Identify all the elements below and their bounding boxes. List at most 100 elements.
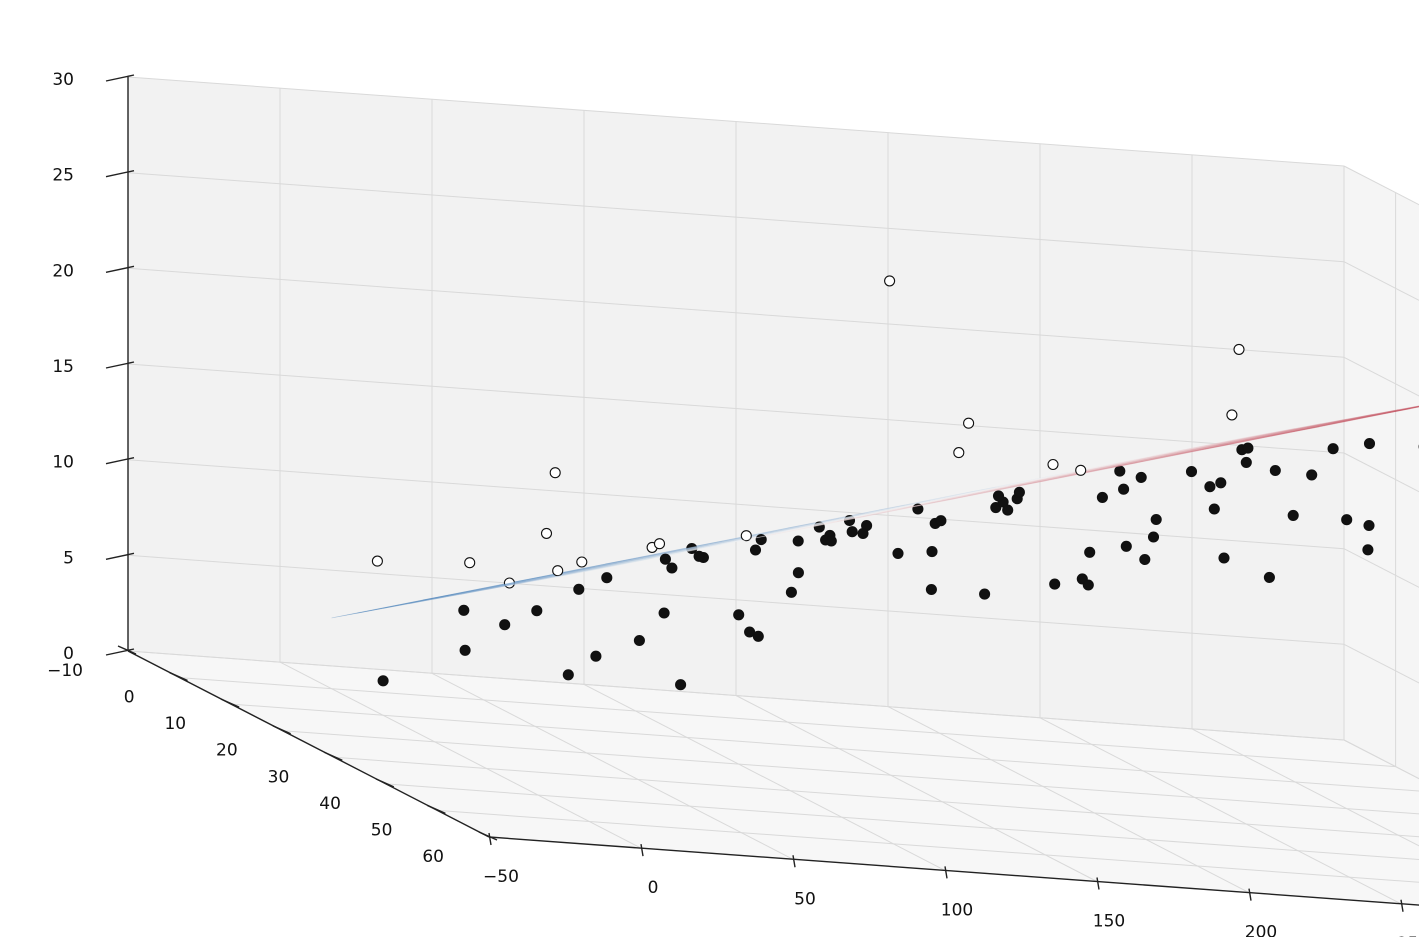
grid-line-y-floor bbox=[437, 809, 1419, 883]
data-point bbox=[1287, 509, 1299, 521]
data-point bbox=[371, 555, 383, 567]
data-point bbox=[963, 417, 975, 429]
x-tick-label: 200 bbox=[1245, 923, 1277, 937]
data-point bbox=[785, 586, 797, 598]
x-tick-label: 150 bbox=[1093, 912, 1125, 932]
data-point bbox=[633, 634, 645, 647]
data-point bbox=[1135, 471, 1147, 483]
grid-line-y-floor bbox=[231, 703, 1419, 792]
grid-line-z-side bbox=[1343, 739, 1419, 780]
grid-line-y-floor bbox=[385, 783, 1419, 861]
plane-patch bbox=[563, 552, 681, 576]
data-point bbox=[752, 630, 764, 642]
data-point bbox=[935, 515, 947, 527]
data-point bbox=[1269, 464, 1281, 477]
x-tick-mark bbox=[1248, 888, 1252, 901]
z-tick-label: 30 bbox=[52, 70, 74, 90]
data-point bbox=[1208, 503, 1220, 515]
grid-line-z-side bbox=[1343, 261, 1419, 301]
y-tick-label: 20 bbox=[216, 741, 238, 761]
data-point bbox=[846, 526, 858, 538]
data-point bbox=[1047, 458, 1059, 471]
data-point bbox=[1306, 469, 1318, 481]
z-tick-mark bbox=[105, 169, 135, 178]
z-tick-label: 25 bbox=[52, 166, 74, 186]
data-point bbox=[549, 467, 561, 479]
grid-line-y-floor bbox=[179, 677, 1396, 768]
data-point bbox=[749, 544, 762, 556]
data-point bbox=[693, 550, 705, 562]
z-tick-mark bbox=[105, 361, 135, 369]
data-point bbox=[1233, 343, 1245, 355]
z-tick-label: 20 bbox=[52, 261, 74, 281]
data-point bbox=[792, 535, 804, 547]
data-point bbox=[1327, 443, 1339, 455]
grid-line-z-side bbox=[1343, 548, 1419, 588]
data-point bbox=[1075, 464, 1087, 476]
y-tick-label: 40 bbox=[319, 794, 341, 814]
data-point bbox=[573, 583, 585, 595]
data-point bbox=[464, 557, 476, 569]
tick-labels: −50050100150200250300350−100102030405060… bbox=[47, 70, 1419, 937]
grid-line-z-back bbox=[127, 172, 1345, 263]
grid-line-x-floor bbox=[1191, 728, 1419, 847]
data-point bbox=[666, 562, 678, 574]
grid-line-z-back bbox=[127, 76, 1345, 167]
plot-scene bbox=[331, 275, 1419, 691]
x-tick-label: 250 bbox=[1397, 934, 1419, 937]
data-point bbox=[1096, 491, 1108, 503]
y-tick-mark bbox=[220, 698, 240, 708]
grid-line-y-floor bbox=[282, 730, 1419, 815]
grid-line-z-side bbox=[1343, 643, 1419, 684]
data-point bbox=[892, 547, 904, 559]
data-point bbox=[458, 604, 470, 616]
data-point bbox=[953, 447, 965, 459]
data-point bbox=[531, 605, 543, 617]
grid-line-z-side bbox=[1343, 452, 1419, 493]
x-tick-label: 100 bbox=[941, 900, 973, 920]
data-point bbox=[499, 619, 511, 631]
grid-line-z-back bbox=[127, 554, 1345, 645]
data-point bbox=[540, 527, 553, 539]
data-point bbox=[1204, 481, 1216, 493]
floor-pane-xy bbox=[128, 651, 1419, 906]
data-point bbox=[733, 609, 745, 621]
data-point bbox=[562, 669, 574, 681]
data-point bbox=[1150, 513, 1162, 526]
y-tick-label: −10 bbox=[47, 661, 83, 681]
data-point bbox=[990, 502, 1002, 514]
data-point bbox=[1147, 531, 1160, 543]
x-tick-mark bbox=[488, 832, 492, 846]
x-tick-mark bbox=[640, 844, 644, 857]
y-tick-label: 10 bbox=[164, 714, 186, 734]
y-tick-mark bbox=[324, 751, 343, 761]
data-point bbox=[1263, 571, 1275, 583]
data-point bbox=[1049, 578, 1061, 590]
x-tick-mark bbox=[1400, 899, 1404, 912]
data-point bbox=[377, 675, 389, 687]
y-tick-label: 50 bbox=[371, 820, 393, 840]
data-point bbox=[740, 530, 752, 542]
data-point bbox=[1363, 438, 1376, 450]
data-point bbox=[601, 572, 613, 584]
y-tick-label: 30 bbox=[268, 767, 290, 787]
z-tick-label: 15 bbox=[52, 357, 74, 377]
y-tick-label: 60 bbox=[422, 847, 444, 867]
data-point bbox=[1185, 466, 1198, 478]
y-tick-mark bbox=[427, 804, 446, 815]
y-tick-mark bbox=[272, 725, 291, 735]
grid-line-z-side bbox=[1343, 165, 1419, 206]
data-point bbox=[1240, 456, 1252, 468]
grid-line-z-back bbox=[127, 363, 1345, 454]
data-point bbox=[1114, 465, 1126, 477]
data-point bbox=[926, 546, 938, 558]
data-point bbox=[1215, 477, 1227, 489]
grid-line-z-back bbox=[127, 459, 1345, 550]
data-point bbox=[1120, 540, 1132, 552]
data-point bbox=[979, 588, 991, 600]
grid-line-z-back bbox=[127, 650, 1345, 741]
z-tick-label: 5 bbox=[63, 548, 74, 568]
grid-line-y-floor bbox=[334, 756, 1419, 838]
data-point bbox=[1084, 546, 1096, 558]
